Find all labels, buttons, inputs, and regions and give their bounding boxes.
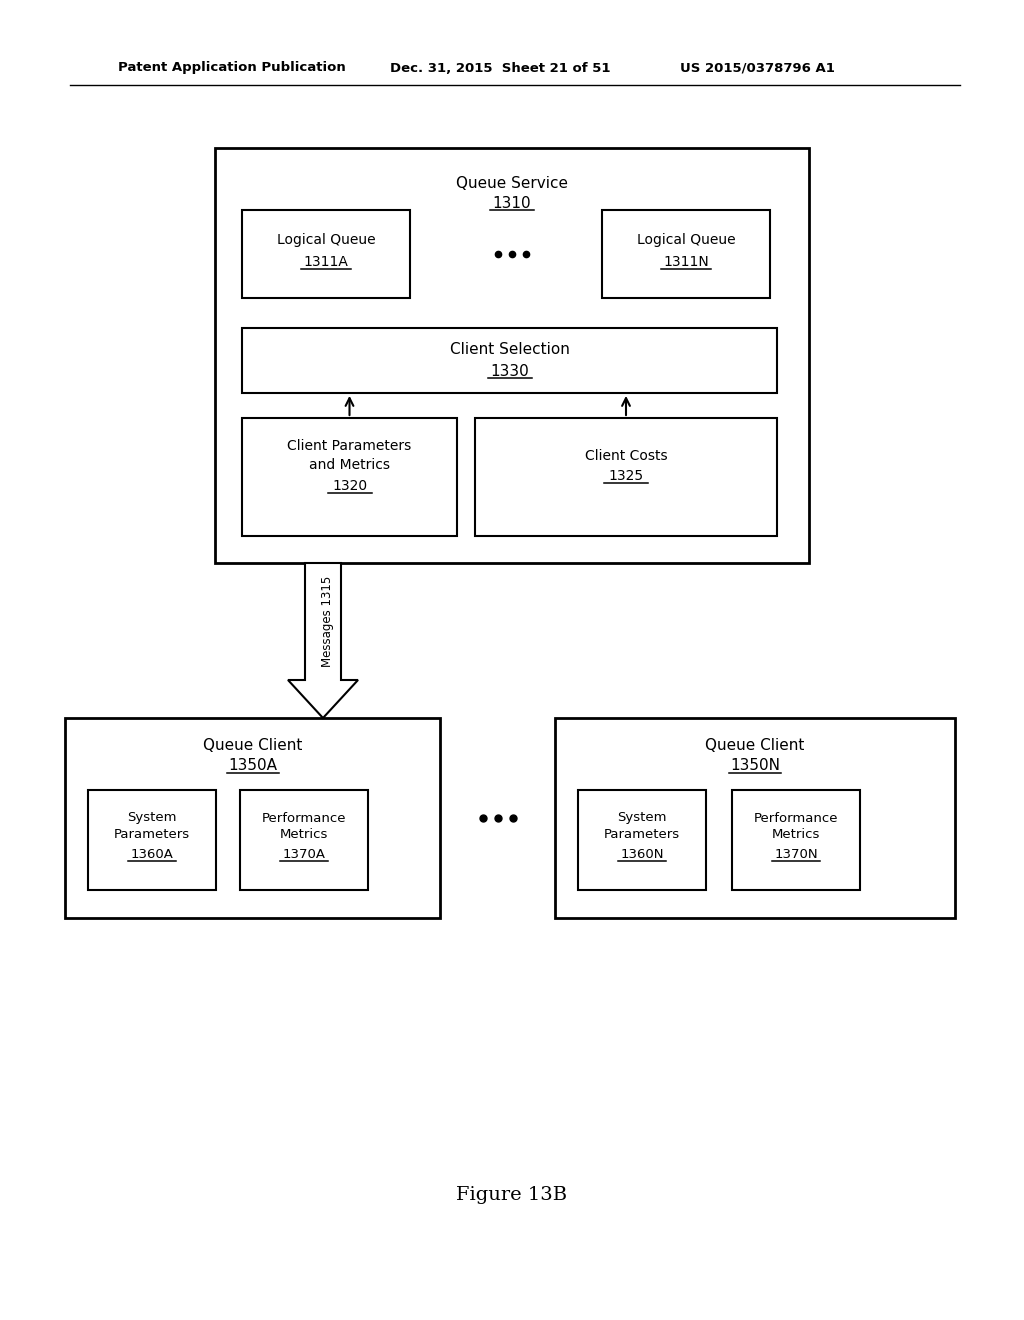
Text: Dec. 31, 2015  Sheet 21 of 51: Dec. 31, 2015 Sheet 21 of 51 xyxy=(390,62,610,74)
Text: Client Parameters: Client Parameters xyxy=(288,440,412,453)
Text: 1310: 1310 xyxy=(493,195,531,210)
Text: 1360A: 1360A xyxy=(131,849,173,862)
Bar xyxy=(215,148,809,564)
Text: Parameters: Parameters xyxy=(114,829,190,842)
Text: Parameters: Parameters xyxy=(604,829,680,842)
Text: Performance: Performance xyxy=(262,812,346,825)
Polygon shape xyxy=(288,564,358,718)
Bar xyxy=(65,718,440,917)
Text: Logical Queue: Logical Queue xyxy=(637,234,735,247)
Text: Patent Application Publication: Patent Application Publication xyxy=(118,62,346,74)
Text: 1360N: 1360N xyxy=(621,849,664,862)
Text: Metrics: Metrics xyxy=(280,829,328,842)
Bar xyxy=(242,327,777,393)
Text: 1311N: 1311N xyxy=(664,255,709,269)
Text: 1320: 1320 xyxy=(332,479,367,492)
Text: 1350N: 1350N xyxy=(730,759,780,774)
Text: Metrics: Metrics xyxy=(772,829,820,842)
Text: Client Selection: Client Selection xyxy=(450,342,569,358)
Text: 1311A: 1311A xyxy=(303,255,348,269)
Text: Queue Client: Queue Client xyxy=(203,738,302,754)
Bar xyxy=(475,418,777,536)
Bar xyxy=(602,210,770,298)
Text: Logical Queue: Logical Queue xyxy=(276,234,376,247)
Bar xyxy=(555,718,955,917)
Text: Performance: Performance xyxy=(754,812,839,825)
Text: Queue Client: Queue Client xyxy=(706,738,805,754)
Bar xyxy=(578,789,706,890)
Text: 1370N: 1370N xyxy=(774,849,818,862)
Bar xyxy=(732,789,860,890)
Bar xyxy=(88,789,216,890)
Text: US 2015/0378796 A1: US 2015/0378796 A1 xyxy=(680,62,835,74)
Text: System: System xyxy=(617,812,667,825)
Bar xyxy=(242,210,410,298)
Text: 1325: 1325 xyxy=(608,469,643,483)
Text: 1370A: 1370A xyxy=(283,849,326,862)
Text: System: System xyxy=(127,812,177,825)
Bar xyxy=(242,418,457,536)
Text: and Metrics: and Metrics xyxy=(309,458,390,473)
Bar xyxy=(240,789,368,890)
Text: 1350A: 1350A xyxy=(228,759,278,774)
Text: Queue Service: Queue Service xyxy=(456,176,568,190)
Text: 1330: 1330 xyxy=(490,363,528,379)
Text: Figure 13B: Figure 13B xyxy=(457,1185,567,1204)
Text: Messages 1315: Messages 1315 xyxy=(321,576,334,667)
Text: Client Costs: Client Costs xyxy=(585,449,668,463)
